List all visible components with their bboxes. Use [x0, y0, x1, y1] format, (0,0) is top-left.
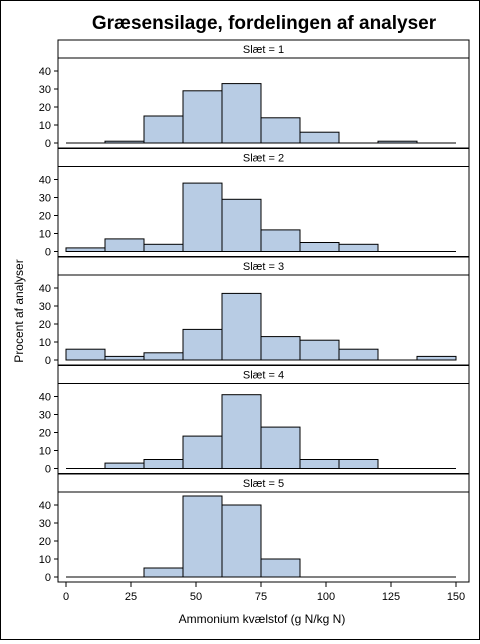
y-tick-label: 40	[39, 175, 51, 187]
x-tick-label: 50	[190, 591, 202, 603]
panel-label: Slæt = 4	[243, 370, 284, 382]
y-tick-label: 30	[39, 193, 51, 205]
histogram-bar	[221, 292, 262, 361]
histogram-bar	[299, 339, 340, 361]
histogram-bar	[104, 238, 145, 252]
y-tick-label: 0	[45, 464, 51, 476]
x-tick-label: 150	[447, 591, 465, 603]
histogram-bar	[260, 117, 301, 144]
panel-label: Slæt = 1	[243, 44, 284, 56]
y-tick-label: 20	[39, 536, 51, 548]
y-tick-label: 0	[45, 247, 51, 259]
x-tick-label: 25	[125, 591, 137, 603]
y-tick-label: 20	[39, 428, 51, 440]
chart-title: Græsensilage, fordelingen af analyser	[92, 13, 437, 34]
histogram-bar	[104, 140, 145, 144]
histogram-bar	[338, 243, 379, 253]
histogram-bar	[416, 355, 457, 361]
x-axis: 0 25 50 75 100 125 150	[63, 582, 465, 603]
y-tick-label: 40	[39, 500, 51, 512]
x-tick-label: 0	[63, 591, 69, 603]
y-tick-label: 10	[39, 337, 51, 349]
histogram-bar	[143, 567, 184, 578]
histogram-bar	[338, 459, 379, 469]
histogram-bar	[143, 352, 184, 361]
histogram-bar	[377, 140, 418, 144]
histogram-bar	[104, 462, 145, 470]
histogram-bar	[182, 182, 223, 253]
panel-plot-area	[57, 491, 470, 583]
y-tick-label: 10	[39, 554, 51, 566]
x-tick-label: 125	[382, 591, 400, 603]
histogram-bar	[260, 229, 301, 252]
panel-label: Slæt = 2	[243, 153, 284, 165]
y-tick-label: 40	[39, 392, 51, 404]
panel-3: Slæt = 3 0 10 20 30 40	[39, 256, 470, 367]
y-tick-label: 20	[39, 102, 51, 114]
y-tick-label: 30	[39, 410, 51, 422]
x-axis-label: Ammonium kvælstof (g N/kg N)	[179, 612, 346, 626]
y-tick-label: 10	[39, 446, 51, 458]
y-tick-label: 40	[39, 283, 51, 295]
histogram-bar	[143, 459, 184, 469]
histogram-bar	[299, 242, 340, 252]
histogram-bar	[182, 328, 223, 361]
histogram-bar	[221, 198, 262, 253]
histogram-bar	[104, 355, 145, 361]
y-tick-label: 0	[45, 138, 51, 150]
histogram-bar	[260, 426, 301, 470]
y-tick-label: 10	[39, 229, 51, 241]
panel-label: Slæt = 3	[243, 261, 284, 273]
y-tick-label: 30	[39, 301, 51, 313]
panel-4: Slæt = 4 0 10 20 30 40	[39, 365, 470, 476]
histogram-bar	[299, 459, 340, 469]
histogram-bar	[260, 336, 301, 361]
histogram-bar	[65, 247, 106, 252]
x-tick-label: 75	[255, 591, 267, 603]
histogram-bar	[221, 504, 262, 578]
histogram-bar	[182, 495, 223, 578]
y-axis-label: Procent af analyser	[12, 259, 26, 362]
y-tick-label: 10	[39, 120, 51, 132]
histogram-bar	[143, 115, 184, 144]
panel-label: Slæt = 5	[243, 478, 284, 490]
y-tick-label: 30	[39, 518, 51, 530]
y-tick-label: 30	[39, 84, 51, 96]
y-tick-label: 20	[39, 211, 51, 223]
histogram-bar	[182, 435, 223, 470]
histogram-bar	[221, 83, 262, 144]
histogram-bar	[143, 243, 184, 253]
y-tick-label: 0	[45, 572, 51, 584]
panel-2: Slæt = 2 0 10 20 30 40	[39, 148, 470, 259]
histogram-bar	[65, 348, 106, 361]
y-tick-label: 20	[39, 319, 51, 331]
histogram-bar	[221, 394, 262, 470]
panel-5: Slæt = 5 0 10 20 30 40	[39, 473, 470, 584]
histogram-bar	[299, 131, 340, 144]
x-tick-label: 100	[317, 591, 335, 603]
histogram-bar	[182, 90, 223, 144]
panel-1: Slæt = 1 0 10 20 30 40	[39, 39, 470, 150]
y-tick-label: 0	[45, 355, 51, 367]
y-tick-label: 40	[39, 66, 51, 78]
histogram-bar	[260, 558, 301, 578]
histogram-bar	[338, 348, 379, 361]
